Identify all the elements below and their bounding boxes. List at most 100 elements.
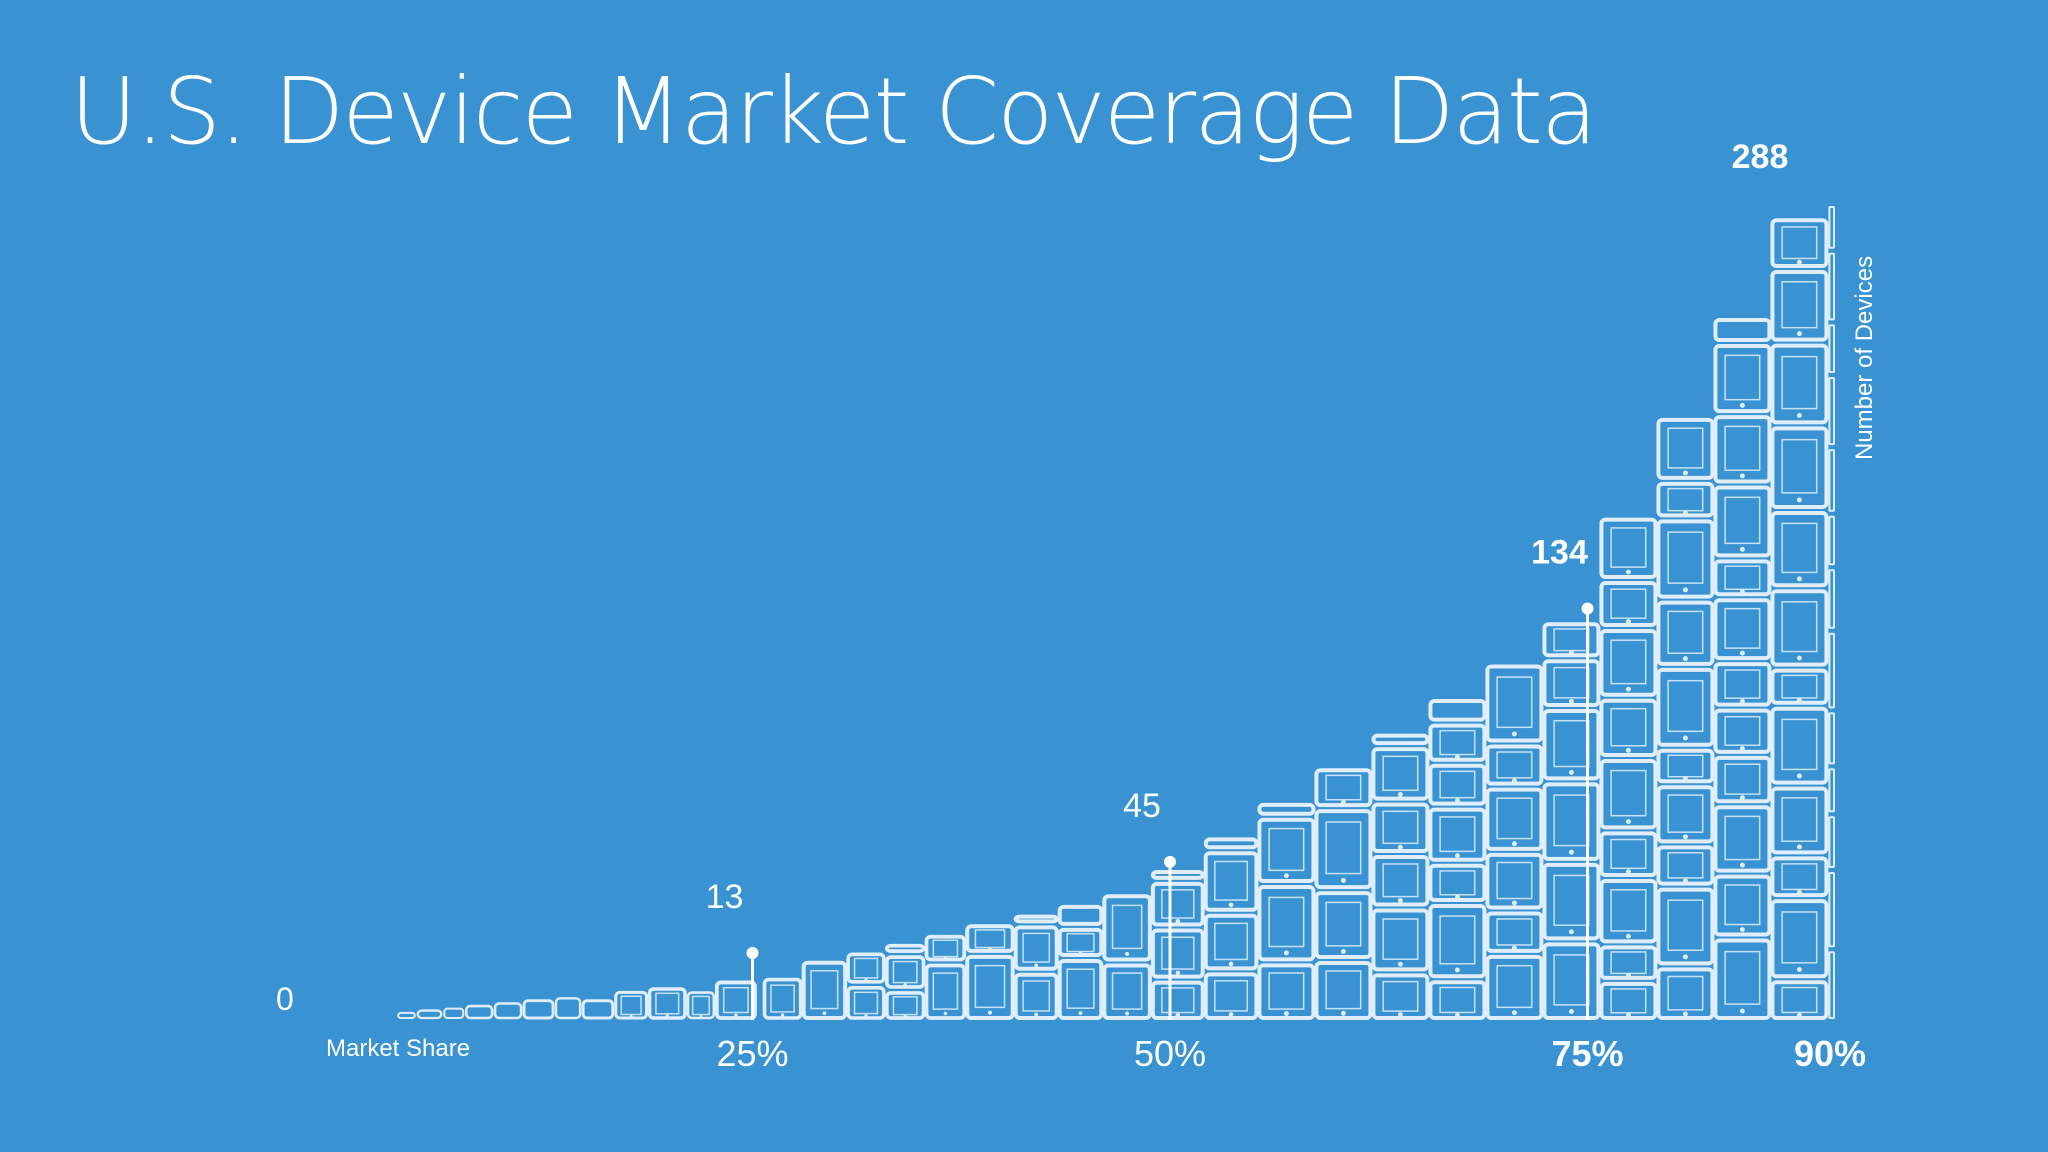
x-tick-label: 75% [1551,1033,1623,1074]
device-icon [1485,954,1544,1021]
device-icon [1203,972,1259,1021]
device-icon [1485,911,1544,953]
device-icon [1713,755,1772,804]
device-icon [1314,809,1373,890]
device-icon [1057,904,1104,926]
device-icon [1770,668,1829,705]
device-icon [1599,628,1658,697]
device-icon [1013,925,1059,971]
device-icon [1656,887,1715,966]
milestone-288: 288 [1732,138,1789,176]
device-icons-area [397,206,1835,1021]
device-icon [1013,972,1059,1020]
device-icon [1770,426,1829,510]
device-icon [1713,874,1772,937]
milestone-134: 134 [1531,533,1594,1020]
device-icon [1428,699,1487,722]
device-icon [846,986,886,1020]
device-icon [1828,449,1835,512]
device-icon [801,960,848,1020]
device-icon [1057,927,1104,957]
device-icon [1150,881,1205,927]
device-icon [884,955,926,989]
device-icon [1485,787,1544,851]
device-icon [1828,712,1835,765]
device-icon [1057,958,1104,1021]
device-icon [924,934,967,962]
x-axis-label: Market Share [326,1035,470,1062]
device-icon [522,999,555,1020]
device-icon [1542,942,1601,1020]
milestone-dot [1164,855,1176,868]
device-icon [1770,270,1829,342]
device-icon [1770,856,1829,898]
device-icon [1485,664,1544,743]
device-icon [1770,343,1829,425]
device-icon [416,1009,443,1020]
device-icon [1542,862,1601,941]
device-icon [1485,744,1544,786]
device-icon [1371,855,1430,907]
device-icon [1599,517,1658,580]
device-icon [884,991,926,1020]
device-icon [614,990,649,1020]
device-icon [762,977,803,1020]
device-icon [1371,733,1430,746]
device-icon [1428,763,1487,806]
device-icon [1599,698,1658,757]
device-icon [1828,632,1835,709]
milestone-value-label: 13 [706,878,744,916]
device-icon [1542,659,1601,707]
device-icon [1770,511,1829,588]
device-icon [1542,782,1601,861]
milestone-value-label: 45 [1123,787,1161,825]
device-icon [1828,206,1835,249]
device-icon [493,1002,523,1020]
device-icon [1542,622,1601,658]
milestone-markers: 13 45 134 288 [706,138,1789,1020]
device-icon [1656,667,1715,747]
device-icon [846,952,886,984]
device-icon [1656,785,1715,844]
device-icon [1428,903,1487,979]
x-tick-label: 90% [1794,1033,1866,1074]
device-icon [884,943,926,953]
device-icon [1428,723,1487,762]
device-icon [1371,908,1430,972]
milestone-dot [1581,602,1594,615]
device-icon [1770,589,1829,667]
device-icon [1102,894,1152,962]
page-title: U.S. Device Market Coverage Data [70,58,1597,165]
device-icon [1828,816,1835,868]
device-icon [1257,802,1316,816]
device-icon [1656,481,1715,518]
device-icon [1770,899,1829,979]
device-icon [1203,851,1259,912]
device-icon [581,999,615,1020]
device-icon [1828,377,1835,446]
device-icon [1770,786,1829,855]
device-icon [1203,913,1259,971]
device-icon [965,954,1015,1020]
device-icon [647,987,687,1020]
device-icon [1599,945,1658,980]
device-icon [1428,863,1487,902]
device-icon [1713,805,1772,873]
device-icon [965,924,1015,953]
device-icon [1828,768,1835,813]
device-icon [1770,980,1829,1021]
device-icon [1656,748,1715,784]
device-icon [1770,218,1829,269]
device-icon [1257,963,1316,1020]
device-icon [686,991,716,1020]
device-icon [1371,747,1430,801]
device-icon [1656,600,1715,666]
device-icon [1599,879,1658,944]
device-icon [1656,845,1715,886]
device-icon [1713,662,1772,707]
milestone-value-label: 288 [1732,138,1789,176]
chart-labels: 0 Market Share Number of Devices 25% 50% 7… [276,256,1878,1074]
device-icon [1599,981,1658,1021]
milestone-13: 13 [706,878,759,1020]
